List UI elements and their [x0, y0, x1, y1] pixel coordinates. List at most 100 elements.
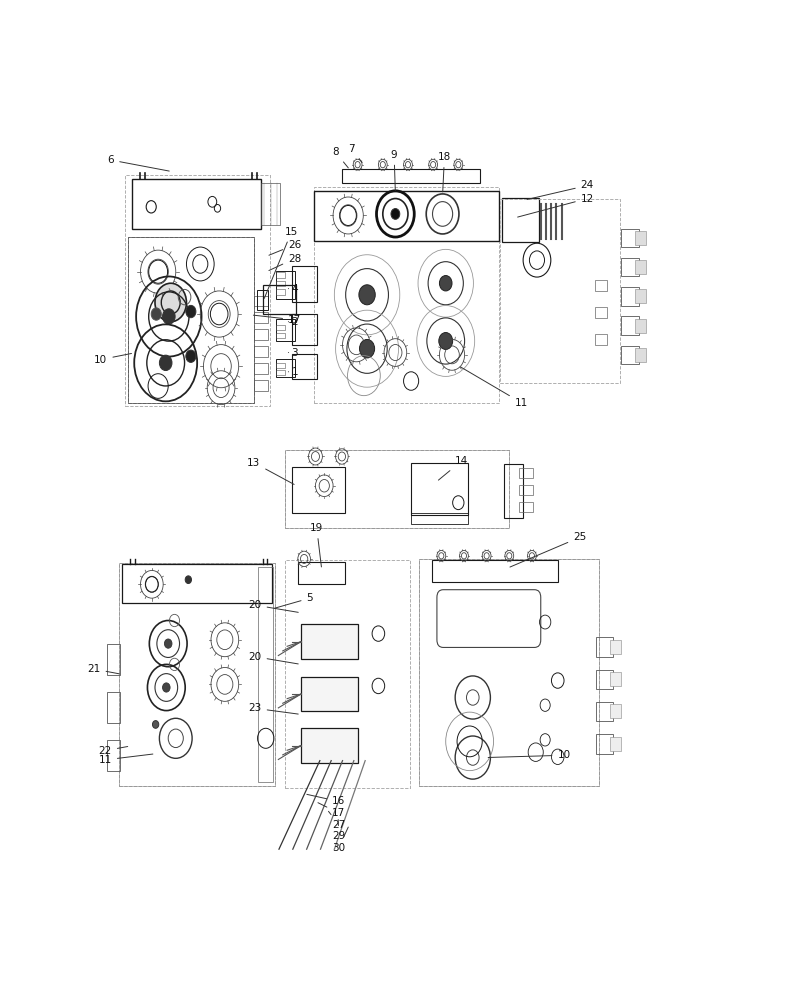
Bar [291, 354, 316, 379]
Text: 30: 30 [332, 827, 348, 853]
Bar [594, 702, 612, 721]
Bar [276, 333, 285, 338]
Circle shape [155, 283, 187, 322]
Bar [254, 312, 268, 323]
Text: 8: 8 [332, 147, 348, 168]
Bar [276, 363, 285, 368]
Bar [620, 229, 638, 247]
Bar [594, 307, 607, 318]
Circle shape [438, 333, 452, 349]
Bar [256, 290, 268, 310]
Bar [276, 272, 285, 278]
Text: 6: 6 [108, 155, 169, 171]
Text: 10: 10 [487, 750, 570, 760]
Bar [418, 559, 598, 786]
Bar [620, 316, 638, 335]
Circle shape [152, 721, 159, 728]
Text: 5: 5 [274, 593, 313, 608]
Bar [609, 640, 620, 654]
Bar [254, 329, 268, 340]
Bar [261, 183, 280, 225]
Bar [519, 502, 533, 512]
Bar [594, 734, 612, 754]
Text: 1: 1 [288, 367, 298, 377]
Bar [410, 513, 467, 524]
Text: 24: 24 [526, 180, 593, 199]
Bar [620, 346, 638, 364]
Text: 20: 20 [248, 652, 298, 664]
Bar [254, 296, 268, 306]
Bar [620, 287, 638, 306]
Bar [132, 179, 261, 229]
Bar [594, 280, 607, 291]
Bar [620, 258, 638, 276]
Text: 4: 4 [288, 284, 298, 294]
Bar [291, 266, 316, 302]
Text: 7: 7 [348, 144, 362, 163]
Bar [313, 187, 499, 403]
Bar [519, 468, 533, 478]
Bar [313, 191, 499, 241]
Bar [128, 237, 254, 403]
Circle shape [164, 639, 172, 648]
Bar [594, 334, 607, 345]
Text: 12: 12 [517, 194, 593, 217]
Bar [634, 348, 646, 362]
Bar [119, 563, 275, 786]
Text: 27: 27 [328, 811, 345, 830]
Bar [285, 560, 410, 788]
Bar [634, 231, 646, 245]
Bar [119, 563, 275, 786]
Text: 11: 11 [98, 754, 152, 765]
Text: 13: 13 [247, 458, 294, 484]
Bar [276, 281, 285, 286]
Bar [519, 485, 533, 495]
Bar [257, 567, 273, 782]
Bar [276, 319, 294, 341]
Bar [431, 560, 557, 582]
Bar [106, 740, 120, 771]
Circle shape [151, 308, 161, 320]
Bar [254, 363, 268, 374]
Bar [285, 450, 508, 528]
Bar [285, 450, 508, 528]
Bar [122, 564, 272, 603]
Bar [298, 562, 345, 584]
Bar [502, 198, 539, 242]
Text: 18: 18 [437, 152, 451, 192]
Bar [341, 169, 480, 183]
Bar [609, 672, 620, 686]
Bar [254, 346, 268, 357]
Text: 21: 21 [88, 664, 119, 674]
Text: 26: 26 [268, 240, 301, 255]
Text: 22: 22 [98, 746, 127, 756]
Bar [301, 728, 357, 763]
Circle shape [186, 350, 195, 362]
Bar [106, 644, 120, 675]
Circle shape [358, 285, 375, 305]
Text: 2: 2 [288, 317, 298, 327]
Bar [609, 704, 620, 718]
Circle shape [186, 305, 195, 318]
Circle shape [185, 576, 191, 584]
Text: 9: 9 [390, 150, 397, 190]
Text: 17: 17 [253, 315, 301, 325]
Bar [276, 325, 285, 330]
Text: 23: 23 [248, 703, 298, 714]
Bar [301, 677, 357, 711]
Bar [609, 737, 620, 751]
Bar [634, 289, 646, 303]
Circle shape [391, 209, 399, 219]
Circle shape [439, 276, 452, 291]
Text: 10: 10 [94, 353, 131, 365]
Circle shape [159, 355, 172, 371]
Bar [263, 285, 295, 314]
Text: 14: 14 [438, 456, 467, 480]
Text: 28: 28 [268, 254, 301, 271]
Bar [418, 559, 598, 786]
Text: 3: 3 [288, 348, 298, 358]
Bar [276, 370, 285, 375]
Bar [276, 271, 294, 299]
Bar [500, 199, 620, 383]
Text: 17: 17 [318, 803, 345, 818]
